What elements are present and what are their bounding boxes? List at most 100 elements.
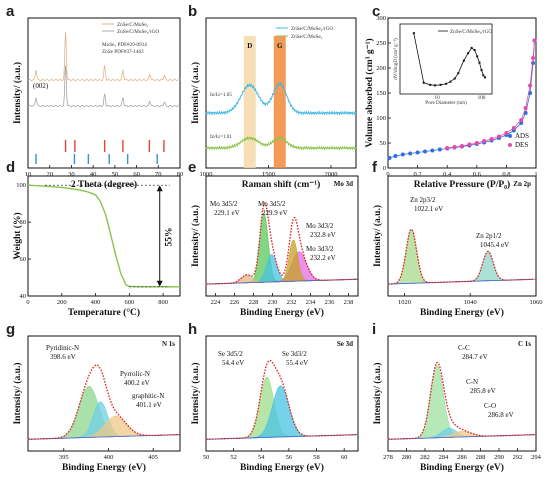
panel-letter: c <box>372 3 380 20</box>
spectrum-title: Zn 2p <box>513 180 531 188</box>
pore-point <box>478 61 481 64</box>
legend-entry: MoSe₂ PDF#29-0914 <box>102 42 147 48</box>
ratio-label: Iᴅ/Iɢ=1.05 <box>210 92 232 98</box>
arrow-head <box>156 280 163 287</box>
x-axis-title: Raman shift (cm⁻¹) <box>242 179 321 190</box>
x-tick-label: 60 <box>133 171 140 178</box>
x-tick-label: 226 <box>230 299 241 306</box>
isotherm-point <box>400 152 405 157</box>
x-tick-label: 50 <box>203 454 210 461</box>
legend-marker <box>508 134 512 138</box>
panel-letter: f <box>372 159 378 176</box>
x-tick-label: 58 <box>313 454 320 461</box>
x-tick-label: 0 <box>386 171 389 178</box>
pore-point <box>439 83 442 86</box>
legend-entry: DES <box>515 141 528 149</box>
pore-point <box>457 72 460 75</box>
isotherm-point <box>528 83 533 88</box>
y-axis-title: Intensity/ (a.u.) <box>190 205 201 267</box>
isotherm-point <box>531 56 536 60</box>
panel-letter: i <box>372 321 376 338</box>
x-axis-title: Binding Energy (eV) <box>420 462 504 473</box>
x-tick-label: 280 <box>402 454 412 461</box>
pore-point <box>449 80 452 83</box>
raman-curve <box>205 135 357 151</box>
pore-point <box>484 76 487 79</box>
peak-energy-label: 284.7 eV <box>462 353 488 361</box>
weight-loss-label: 55% <box>165 227 175 246</box>
legend-entry: ZnSe/C/MoSe₂ <box>117 22 149 28</box>
x-tick-label: 200 <box>57 299 67 306</box>
x-tick-label: 292 <box>513 454 523 461</box>
x-tick-label: 1 <box>534 171 537 178</box>
y-tick-label: 50 <box>380 140 387 147</box>
isotherm-point <box>430 148 435 153</box>
x-tick-label: 20 <box>46 171 53 178</box>
x-tick-label: 1060 <box>530 299 543 306</box>
x-tick-label: 800 <box>158 299 168 306</box>
isotherm-point <box>415 150 420 155</box>
isotherm-point <box>474 141 479 145</box>
panel-letter: e <box>188 159 196 176</box>
x-tick-label: 236 <box>325 299 336 306</box>
isotherm-point <box>460 144 464 148</box>
x-tick-label: 288 <box>476 454 486 461</box>
x-tick-label: 2000 <box>325 171 338 178</box>
peak-energy-label: 232.8 eV <box>310 231 336 239</box>
x-tick-label: 60 <box>341 454 348 461</box>
plot-frame <box>205 175 359 297</box>
x-tick-label: 405 <box>148 454 158 461</box>
x-tick-label: 0.4 <box>443 171 452 178</box>
peak-label: Zn 2p1/2 <box>476 232 502 240</box>
peak-energy-label: 229.9 eV <box>262 209 288 217</box>
peak-energy-label: 229.1 eV <box>214 209 240 217</box>
inset-tick-label: 100 <box>478 95 486 101</box>
plot-frame <box>27 175 181 297</box>
peak-label: Mo 3d5/2 <box>258 200 286 208</box>
isotherm-point <box>423 149 427 154</box>
x-tick-label: 294 <box>531 454 542 461</box>
pore-point <box>467 52 470 55</box>
peak-energy-label: 54.4 eV <box>222 359 244 367</box>
spectrum-title: Se 3d <box>337 340 353 348</box>
isotherm-point <box>523 106 528 110</box>
spectrum-title: N 1s <box>162 340 175 348</box>
plot-frame <box>387 175 537 297</box>
y-tick-label: 60 <box>20 256 27 263</box>
peak-label: Se 3d5/2 <box>218 350 243 358</box>
inset-x-title: Pore Diameter (nm) <box>425 99 467 106</box>
envelope-line <box>388 228 536 285</box>
isotherm-point <box>489 137 494 141</box>
envelope-line <box>388 361 536 440</box>
inset-frame <box>399 23 493 95</box>
x-axis-title: Temperature (°C) <box>68 307 140 318</box>
xrd-curve <box>27 32 181 82</box>
pore-point <box>482 74 485 77</box>
panel-f: f 1020 1040 1060 Binding Energy (eV) Intensit… <box>372 159 543 318</box>
peak-label: Pyrrolic-N <box>120 370 150 378</box>
x-tick-label: 52 <box>230 454 237 461</box>
x-tick-label: 0.8 <box>502 171 510 178</box>
isotherm-point <box>511 126 516 130</box>
inset-legend-entry: ZnSe/C/MoSe₂/rGO <box>450 29 492 35</box>
peak-energy-label: 401.1 eV <box>136 401 162 409</box>
x-tick-label: 282 <box>420 454 430 461</box>
peak-annotation: (002) <box>33 82 49 90</box>
peak-label: Mo 3d3/2 <box>306 222 334 230</box>
x-tick-label: 40 <box>90 171 97 178</box>
panel-e: e 224 226 228 230 232 234 236 238 Binding Energy … <box>188 159 359 318</box>
peak-label: Pyridinic-N <box>46 344 79 352</box>
x-tick-label: 1020 <box>398 299 411 306</box>
y-axis-title: Intensity/ (a.u.) <box>190 62 201 124</box>
band-label: G <box>277 42 283 50</box>
x-tick-label: 54 <box>258 454 265 461</box>
peak-label: C-C <box>458 344 470 352</box>
y-axis-title: Weight (%) <box>12 212 23 259</box>
y-tick-label: 250 <box>376 40 386 47</box>
raman-band <box>243 36 256 168</box>
peak-energy-label: 286.8 eV <box>488 411 514 419</box>
pore-point <box>462 59 465 62</box>
pore-point <box>473 49 476 52</box>
y-tick-label: 150 <box>376 90 386 97</box>
plot-frame <box>27 17 181 169</box>
